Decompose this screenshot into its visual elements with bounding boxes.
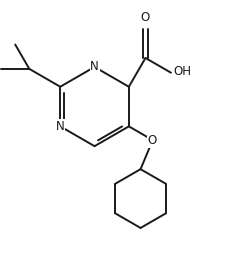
Text: N: N [90,60,98,73]
Text: O: O [140,11,150,24]
Text: O: O [147,134,156,147]
Text: N: N [56,120,64,133]
Text: OH: OH [172,65,190,78]
